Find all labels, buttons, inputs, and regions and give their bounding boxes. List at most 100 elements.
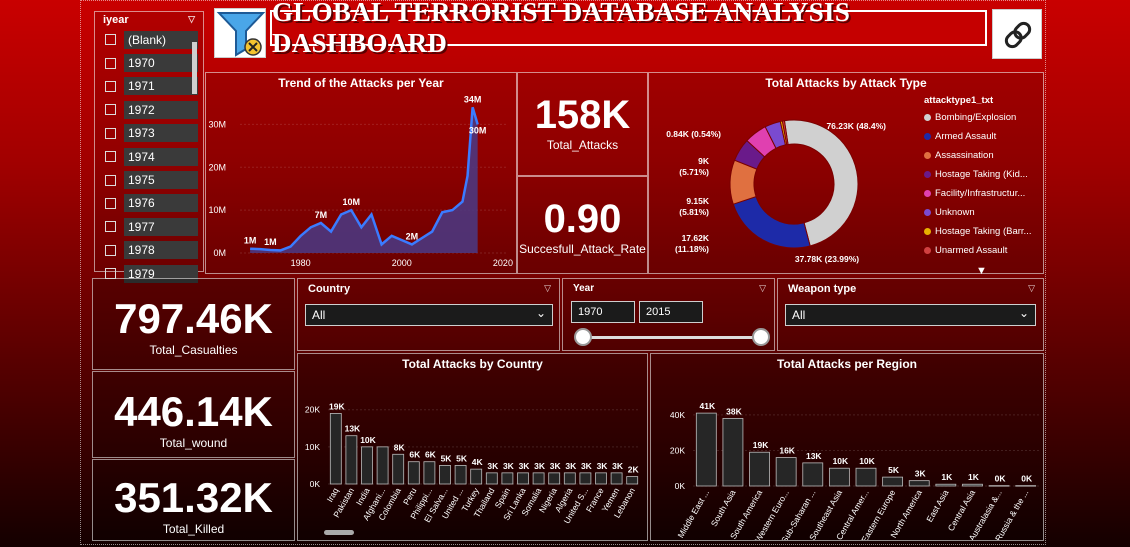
link-icon[interactable] bbox=[992, 9, 1042, 59]
x-tick-label: 2000 bbox=[392, 258, 412, 268]
legend-item[interactable]: Facility/Infrastructur... bbox=[924, 184, 1042, 203]
bar[interactable] bbox=[548, 472, 561, 485]
year-to-input[interactable]: 2015 bbox=[639, 301, 703, 323]
bar[interactable] bbox=[908, 480, 930, 487]
year-slider-max-handle[interactable] bbox=[752, 328, 770, 346]
year-slicer-item[interactable]: 1971 bbox=[95, 75, 203, 98]
bar[interactable] bbox=[376, 446, 389, 485]
year-slicer-item[interactable]: 1973 bbox=[95, 122, 203, 145]
legend-scroll-down-icon[interactable]: ▼ bbox=[976, 265, 987, 277]
bar[interactable] bbox=[775, 457, 797, 487]
year-range-label: Year bbox=[573, 283, 595, 294]
scrollbar[interactable] bbox=[192, 42, 197, 94]
legend-item[interactable]: Bombing/Explosion bbox=[924, 108, 1042, 127]
bar[interactable] bbox=[722, 418, 744, 487]
year-slider-track[interactable] bbox=[583, 336, 761, 339]
bar[interactable] bbox=[563, 472, 576, 485]
checkbox[interactable] bbox=[105, 127, 116, 139]
donut-data-label: (5.71%) bbox=[679, 167, 709, 177]
bar[interactable] bbox=[610, 472, 623, 485]
checkbox[interactable] bbox=[105, 80, 116, 92]
bar[interactable] bbox=[579, 472, 592, 485]
bar[interactable] bbox=[595, 472, 607, 485]
chevron-down-icon[interactable]: ▽ bbox=[1028, 283, 1035, 293]
year-from-input[interactable]: 1970 bbox=[571, 301, 635, 323]
legend-item[interactable]: Assassination bbox=[924, 146, 1042, 165]
chevron-down-icon[interactable]: ▽ bbox=[188, 14, 195, 24]
weapon-select[interactable]: All ⌄ bbox=[785, 304, 1036, 326]
legend-item[interactable]: Hostage Taking (Kid... bbox=[924, 165, 1042, 184]
checkbox[interactable] bbox=[105, 104, 116, 116]
legend-item[interactable]: Hostage Taking (Barr... bbox=[924, 222, 1042, 241]
legend-item[interactable]: Unarmed Assault bbox=[924, 241, 1042, 260]
bar[interactable] bbox=[485, 472, 498, 485]
year-slicer-item[interactable]: 1972 bbox=[95, 98, 203, 121]
data-label: 3K bbox=[550, 461, 562, 471]
year-slicer-item[interactable]: (Blank) bbox=[95, 28, 203, 51]
legend-item[interactable]: Unknown bbox=[924, 203, 1042, 222]
bar[interactable] bbox=[501, 472, 514, 485]
year-slicer-title: iyear ▽ bbox=[95, 12, 203, 28]
checkbox[interactable] bbox=[105, 151, 116, 163]
y-tick-label: 30M bbox=[208, 119, 226, 129]
attack-type-legend: attacktype1_txt Bombing/Explosion Armed A… bbox=[924, 95, 1042, 277]
country-select[interactable]: All ⌄ bbox=[305, 304, 553, 326]
bar[interactable] bbox=[988, 485, 1010, 487]
x-tick-label: East Asia bbox=[924, 488, 951, 524]
chevron-down-icon[interactable]: ▽ bbox=[759, 283, 766, 293]
data-label: 3K bbox=[581, 461, 593, 471]
bar[interactable] bbox=[962, 483, 983, 487]
kpi-total-killed-value: 351.32K bbox=[114, 474, 273, 521]
data-label: 10K bbox=[360, 435, 376, 445]
bar[interactable] bbox=[749, 451, 770, 487]
year-slicer-item[interactable]: 1977 bbox=[95, 215, 203, 238]
legend-item[interactable]: Armed Assault bbox=[924, 127, 1042, 146]
checkbox[interactable] bbox=[105, 57, 116, 69]
donut-slice[interactable] bbox=[783, 119, 859, 247]
bar[interactable] bbox=[439, 465, 451, 485]
checkbox[interactable] bbox=[105, 197, 116, 209]
bar[interactable] bbox=[345, 435, 358, 485]
bar[interactable] bbox=[802, 462, 824, 487]
region-bar-chart: 0K 20K 40K 41K Middle East ... 38K South Asia 1… bbox=[670, 401, 1039, 540]
bar[interactable] bbox=[1015, 485, 1037, 487]
bar[interactable] bbox=[935, 483, 957, 487]
bar[interactable] bbox=[882, 476, 904, 487]
year-slicer-item[interactable]: 1970 bbox=[95, 51, 203, 74]
data-label: 19K bbox=[329, 401, 345, 411]
year-slider-min-handle[interactable] bbox=[574, 328, 592, 346]
bar[interactable] bbox=[517, 472, 529, 485]
data-label: 5K bbox=[441, 453, 453, 463]
filter-icon[interactable] bbox=[214, 8, 266, 58]
bar[interactable] bbox=[454, 465, 467, 485]
bar[interactable] bbox=[407, 461, 420, 485]
legend-swatch bbox=[924, 171, 931, 178]
checkbox[interactable] bbox=[105, 174, 116, 186]
donut-slice[interactable] bbox=[732, 195, 811, 249]
bar[interactable] bbox=[361, 446, 373, 485]
chevron-down-icon[interactable]: ▽ bbox=[544, 283, 551, 293]
checkbox[interactable] bbox=[105, 221, 116, 233]
checkbox[interactable] bbox=[105, 244, 116, 256]
data-label: 13K bbox=[345, 424, 361, 434]
year-slicer-item-label: 1970 bbox=[124, 54, 198, 73]
bar[interactable] bbox=[392, 453, 405, 485]
bar[interactable] bbox=[855, 467, 877, 487]
year-slicer-item[interactable]: 1978 bbox=[95, 239, 203, 262]
bar[interactable] bbox=[470, 468, 483, 485]
y-tick-label: 40K bbox=[670, 410, 685, 420]
horizontal-scrollbar[interactable] bbox=[324, 530, 354, 535]
year-slicer-item[interactable]: 1975 bbox=[95, 168, 203, 191]
bar[interactable] bbox=[423, 461, 436, 485]
bar[interactable] bbox=[695, 412, 717, 487]
year-slicer[interactable]: iyear ▽ (Blank) 1970 1971 1972 1973 1974 1975 1… bbox=[94, 11, 204, 283]
year-slicer-item[interactable]: 1976 bbox=[95, 192, 203, 215]
bar[interactable] bbox=[626, 476, 639, 485]
year-slicer-item[interactable]: 1974 bbox=[95, 145, 203, 168]
checkbox[interactable] bbox=[105, 34, 116, 46]
bar[interactable] bbox=[532, 472, 545, 485]
bar[interactable] bbox=[828, 467, 850, 487]
data-label: 0K bbox=[995, 474, 1007, 484]
bar[interactable] bbox=[329, 413, 342, 485]
donut-slice[interactable] bbox=[781, 120, 789, 146]
